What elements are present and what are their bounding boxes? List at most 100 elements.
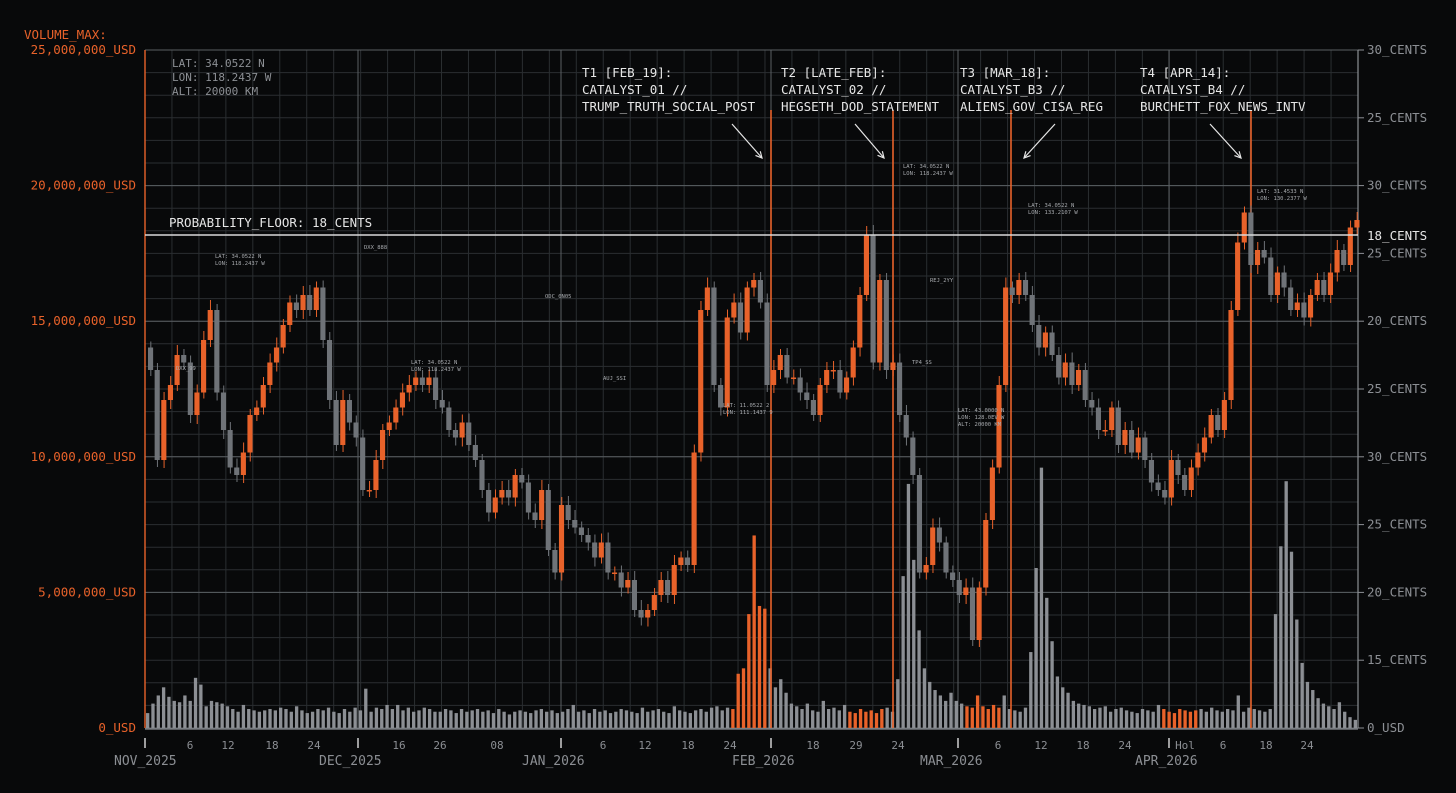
volume-bar [1247,707,1251,728]
candle-body [897,362,903,415]
volume-bar [1146,710,1150,728]
volume-bar [678,710,682,728]
x-month-label: DEC_2025 [319,754,382,769]
candle-body [1082,370,1088,400]
volume-bar [1305,681,1310,728]
volume-bar [752,535,756,728]
volume-bar [1007,709,1012,728]
volume-bar [289,711,293,728]
candle-body [399,392,406,408]
candle-body [757,280,763,303]
candle-body [472,445,478,460]
candle-body [214,310,220,393]
volume-bar [608,713,613,728]
chart-grid: 25,000,000_USD 20,000,000_USD 15,000,000_U… [31,42,1428,769]
volume-bar [1162,709,1166,728]
candle-body [1241,212,1247,243]
micro-label: LON: 118.2437 W [215,261,265,267]
candle-body [433,377,439,400]
volume-bar [789,703,794,728]
candle-body [764,302,770,385]
candle-body [611,572,618,574]
volume-bar [667,713,671,728]
catalyst-annotation-line: ALIENS_GOV_CISA_REG [960,99,1103,114]
volume-bar [944,700,948,728]
volume-bar [422,707,426,728]
micro-label: DXX_888 [364,245,387,251]
candle-body [963,587,969,595]
candle-body [1155,482,1161,490]
volume-bar [784,692,788,728]
micro-label: LAT: 31.4533 N [1257,189,1303,195]
volume-bar [518,710,522,728]
volume-bar [310,711,315,728]
catalyst-annotation-line: T1 [FEB_19]: [582,65,672,80]
candle-body [320,287,326,340]
candle-body [227,430,233,468]
candle-body [333,400,339,445]
volume-bar [1279,546,1283,728]
candle-body [598,542,604,558]
coord-alt: ALT: 20000 KM [172,85,258,98]
x-day-label: 6 [187,739,194,752]
volume-bar [672,706,677,728]
volume-bar [1167,711,1171,728]
volume-bar [1077,703,1081,728]
candle-body [804,392,810,400]
micro-label: LAT: 34.0522 N [1028,203,1074,209]
volume-bar [470,710,474,728]
volume-bar [1135,713,1139,728]
candle-body [777,355,783,370]
volume-bar [507,714,512,728]
y-right-tick-label: 20_CENTS [1367,584,1427,599]
candle-body [234,467,240,475]
micro-label: LAT: 43.0000 N [958,408,1004,414]
candle-body [684,557,691,565]
candle-body [671,565,677,595]
volume-bar [603,710,607,728]
candle-body [1148,460,1155,483]
candle-body [1056,355,1062,378]
volume-bar [305,713,309,728]
volume-bar [959,703,964,728]
candle-body [220,392,227,430]
volume-bar [401,710,405,728]
volume-bar [747,614,751,728]
volume-bar [933,690,937,728]
candle-body [1228,310,1234,400]
annotation-arrowhead [1234,151,1242,159]
candle-body [1022,280,1029,295]
volume-bar [294,706,299,728]
y-right-tick-label: 0_USD [1367,720,1405,735]
volume-bar [1231,710,1235,728]
volume-bar [1045,597,1049,728]
volume-bar [656,709,661,728]
volume-bar [1252,709,1256,728]
volume-bar [1337,702,1342,728]
candle-body [1281,272,1287,288]
candle-body [824,370,830,385]
candle-body [1261,250,1267,258]
candle-body [545,490,551,550]
volume-bar [1114,709,1118,728]
candle-body [698,310,704,453]
x-day-label: Hol [1175,739,1195,752]
volume-bar [380,709,384,728]
x-day-label: 18 [1259,739,1272,752]
catalyst-annotations: T1 [FEB_19]: CATALYST_01 // TRUMP_TRUTH_SO… [582,65,1306,160]
catalyst-lines [770,110,1252,728]
volume-bar [773,687,778,728]
volume-bar [795,706,799,728]
x-month-label: NOV_2025 [114,754,177,769]
candle-body [1195,452,1201,468]
candle-body [505,490,512,498]
candle-body [605,542,611,573]
candle-body [1036,325,1042,348]
volume-bar [1220,711,1224,728]
volume-bar [1311,690,1315,728]
annotation-arrow [854,123,885,159]
candle-body [996,385,1002,468]
volume-bar [188,700,192,728]
volume-bar [193,677,198,728]
volume-bar [598,711,602,728]
